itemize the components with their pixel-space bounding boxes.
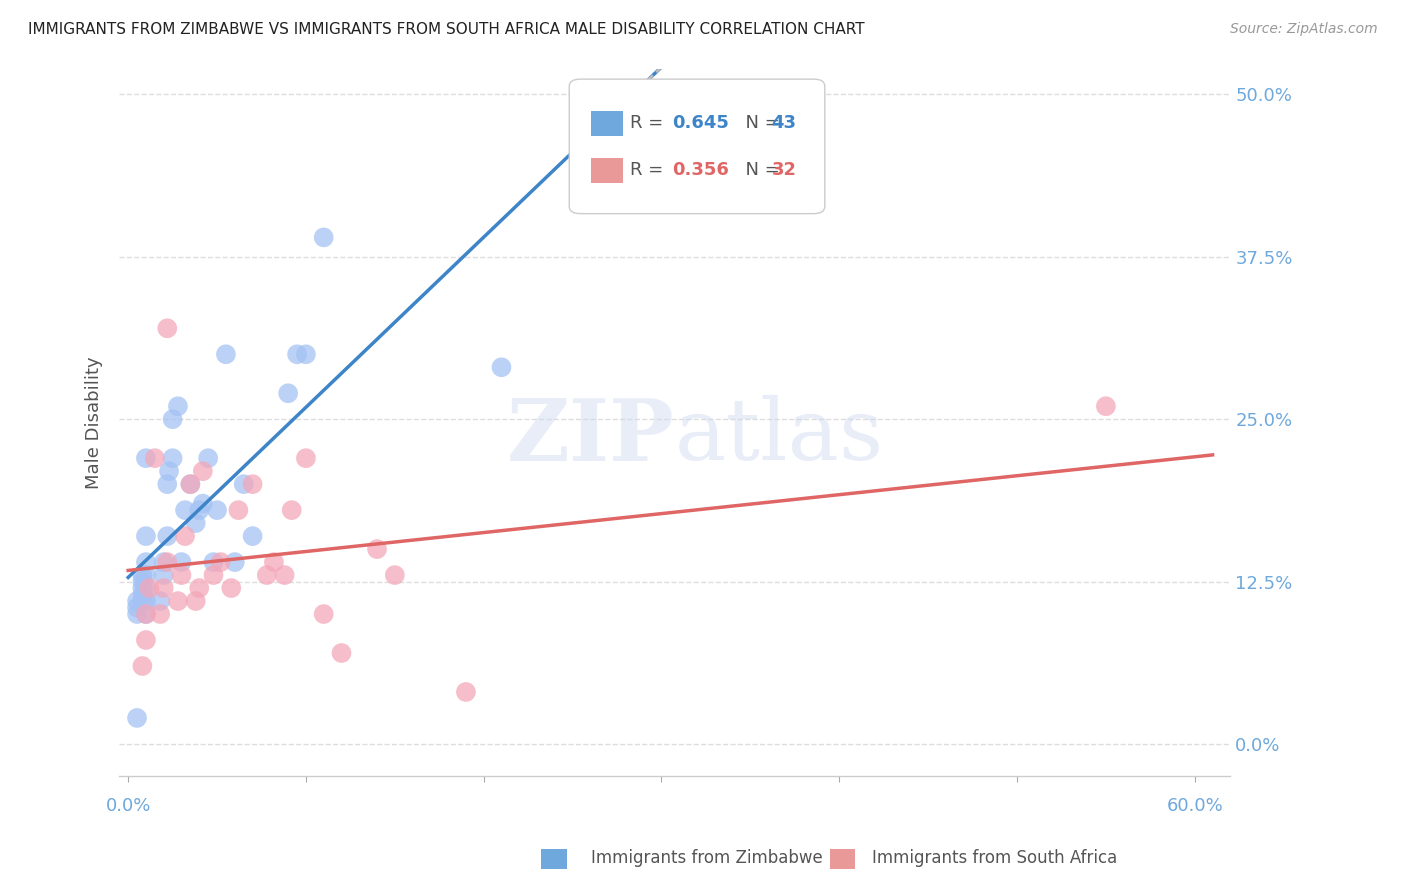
Point [167,399,190,413]
Point [215,347,238,361]
Point [224,555,246,569]
Point [152,581,174,595]
Point [152,555,174,569]
Point [156,555,179,569]
Text: R =: R = [630,161,669,179]
Point [170,568,193,582]
Point [131,659,153,673]
Text: N =: N = [734,161,785,179]
Point [263,555,285,569]
Point [131,588,153,602]
Point [205,503,228,517]
Text: 0.645: 0.645 [672,114,730,132]
Point [191,464,214,478]
Point [184,516,207,530]
Point [277,386,299,401]
Point [184,594,207,608]
Point [312,230,335,244]
Point [125,607,148,621]
Text: IMMIGRANTS FROM ZIMBABWE VS IMMIGRANTS FROM SOUTH AFRICA MALE DISABILITY CORRELA: IMMIGRANTS FROM ZIMBABWE VS IMMIGRANTS F… [28,22,865,37]
Point [125,711,148,725]
Point [174,529,197,543]
Point [219,581,242,595]
Point [454,685,477,699]
Point [149,594,172,608]
Point [384,568,406,582]
Point [135,529,157,543]
Text: 0.0%: 0.0% [105,797,150,815]
Y-axis label: Male Disability: Male Disability [86,356,103,489]
Point [125,600,148,615]
Text: 0.356: 0.356 [672,161,730,179]
Point [157,464,180,478]
Point [135,607,157,621]
Point [1095,399,1118,413]
Point [312,607,335,621]
Point [131,568,153,582]
Point [149,607,172,621]
FancyBboxPatch shape [569,79,825,214]
Bar [592,111,623,136]
Point [280,503,302,517]
Point [162,451,184,466]
Point [135,607,157,621]
Point [242,529,264,543]
Text: Source: ZipAtlas.com: Source: ZipAtlas.com [1230,22,1378,37]
Point [138,581,160,595]
Text: Immigrants from South Africa: Immigrants from South Africa [872,849,1116,867]
Point [135,594,157,608]
Point [209,555,232,569]
Point [156,529,179,543]
Point [197,451,219,466]
Point [143,451,166,466]
Point [366,542,388,557]
Text: 43: 43 [772,114,796,132]
Point [242,477,264,491]
Point [135,633,157,648]
Point [131,594,153,608]
Point [156,477,179,491]
Point [273,568,295,582]
Point [162,412,184,426]
Point [152,568,174,582]
Point [156,321,179,335]
Point [167,594,190,608]
Text: Immigrants from Zimbabwe: Immigrants from Zimbabwe [591,849,823,867]
Point [295,451,318,466]
Point [179,477,201,491]
Text: ZIP: ZIP [508,394,675,479]
Point [191,497,214,511]
Point [232,477,254,491]
Point [174,503,197,517]
Point [170,555,193,569]
Point [179,477,201,491]
Point [135,581,157,595]
Point [131,574,153,589]
Text: R =: R = [630,114,669,132]
Point [135,568,157,582]
Text: atlas: atlas [675,395,884,478]
Point [491,360,513,375]
Point [285,347,308,361]
Text: N =: N = [734,114,785,132]
Point [202,555,225,569]
Point [188,503,211,517]
Point [256,568,278,582]
Text: 32: 32 [772,161,796,179]
Point [131,581,153,595]
Point [202,568,225,582]
Point [330,646,353,660]
Text: 60.0%: 60.0% [1167,797,1223,815]
Point [188,581,211,595]
Point [135,451,157,466]
Point [125,594,148,608]
Point [295,347,318,361]
Point [228,503,250,517]
Point [135,555,157,569]
Bar [592,159,623,183]
